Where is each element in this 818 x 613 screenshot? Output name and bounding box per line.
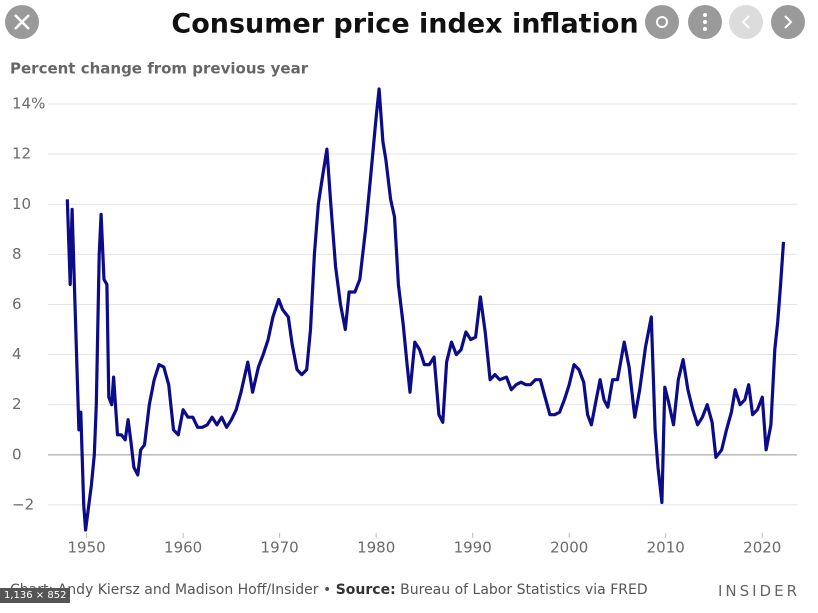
y-tick-label: 10 — [12, 195, 31, 213]
x-tick-label: 1950 — [68, 539, 106, 557]
x-tick-label: 1960 — [164, 539, 202, 557]
y-tick-label: 14% — [12, 95, 45, 113]
lens-icon — [656, 16, 668, 28]
more-icon — [703, 13, 707, 31]
source-label: Source: — [335, 582, 396, 598]
source: Bureau of Labor Statistics via FRED — [400, 582, 648, 598]
x-tick-label: 1970 — [261, 539, 299, 557]
y-tick-label: −2 — [12, 495, 34, 513]
close-icon — [14, 14, 30, 30]
next-button[interactable] — [771, 5, 805, 39]
y-tick-label: 2 — [12, 395, 22, 413]
x-tick-label: 2000 — [550, 539, 588, 557]
chart-subtitle: Percent change from previous year — [10, 60, 309, 78]
prev-button[interactable] — [729, 5, 763, 39]
y-tick-label: 4 — [12, 345, 22, 363]
footer: Chart: Andy Kiersz and Madison Hoff/Insi… — [10, 582, 648, 598]
y-tick-label: 0 — [12, 445, 22, 463]
y-tick-label: 12 — [12, 145, 31, 163]
y-tick-label: 8 — [12, 245, 22, 263]
cpi-line — [65, 87, 786, 532]
x-tick-label: 2010 — [647, 539, 685, 557]
credit: Chart: Andy Kiersz and Madison Hoff/Insi… — [10, 582, 319, 598]
next-icon — [784, 15, 793, 29]
prev-icon — [741, 15, 750, 29]
chart-title: Consumer price index inflation — [171, 9, 638, 40]
separator: • — [323, 582, 332, 598]
brand: INSIDER — [717, 582, 800, 600]
y-tick-label: 6 — [12, 295, 22, 313]
image-size-badge: 1,136 × 852 — [0, 588, 71, 603]
lens-button[interactable] — [645, 5, 679, 39]
x-tick-label: 1980 — [357, 539, 395, 557]
x-tick-label: 1990 — [454, 539, 492, 557]
x-tick-label: 2020 — [743, 539, 781, 557]
